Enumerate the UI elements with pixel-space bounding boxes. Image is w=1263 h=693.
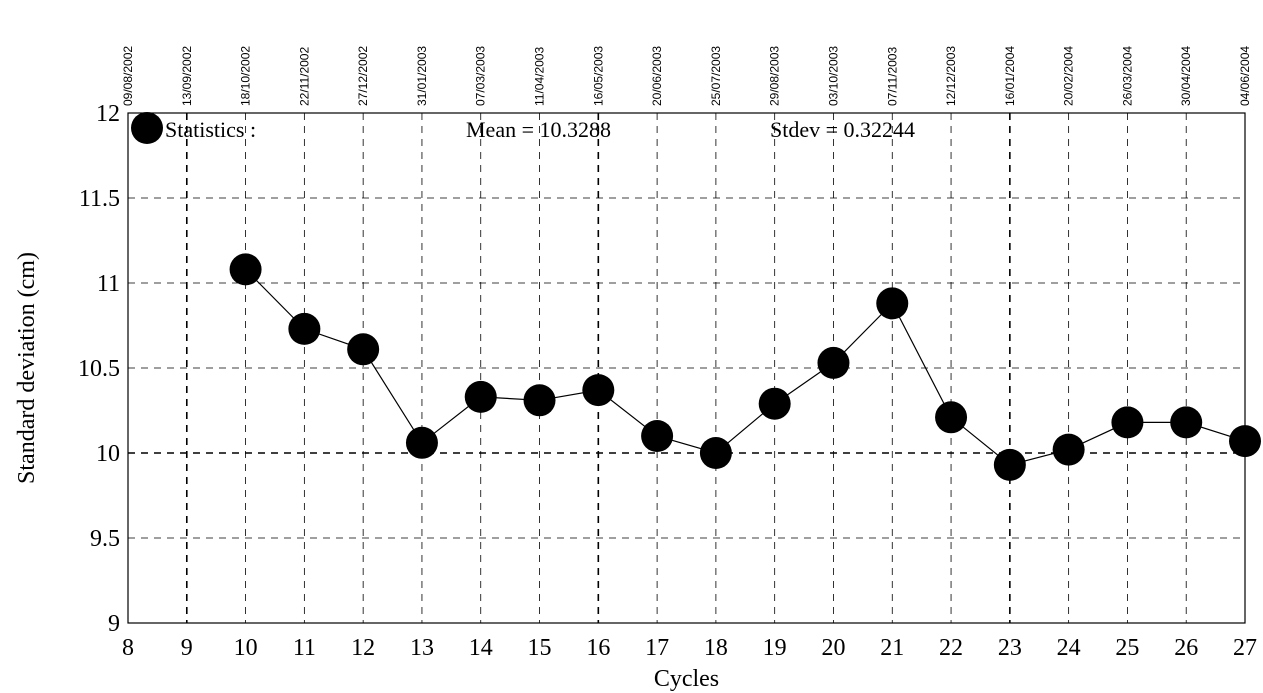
date-tick-label: 26/03/2004 <box>1120 46 1134 106</box>
date-tick-label: 16/01/2004 <box>1003 46 1017 106</box>
date-tick-label: 09/08/2002 <box>121 46 135 106</box>
y-tick-label: 11.5 <box>79 186 120 212</box>
date-tick-label: 07/11/2003 <box>885 47 899 106</box>
x-tick-label: 21 <box>880 635 904 661</box>
statistics-legend: Statistics : Mean = 10.3288 Stdev = 0.32… <box>131 112 915 144</box>
date-tick-label: 13/09/2002 <box>180 46 194 106</box>
date-tick-label: 22/11/2002 <box>297 47 311 106</box>
data-point <box>1170 406 1203 439</box>
y-tick-label: 9.5 <box>90 526 120 552</box>
y-tick-label: 10.5 <box>78 356 120 382</box>
x-tick-label: 12 <box>351 635 375 661</box>
x-tick-label: 17 <box>645 635 669 661</box>
date-tick-label: 03/10/2003 <box>826 46 840 106</box>
x-axis-title: Cycles <box>654 666 719 692</box>
date-tick-label: 04/06/2004 <box>1238 46 1252 106</box>
y-axis-title: Standard deviation (cm) <box>14 252 40 484</box>
date-tick-label: 30/04/2004 <box>1179 46 1193 106</box>
data-point <box>582 374 615 407</box>
data-point <box>993 448 1026 481</box>
date-tick-label: 12/12/2003 <box>944 46 958 106</box>
date-tick-label: 16/05/2003 <box>591 46 605 106</box>
data-point <box>523 384 556 417</box>
data-point <box>699 437 732 469</box>
stdev-value: Stdev = 0.32244 <box>770 117 915 142</box>
x-tick-label: 26 <box>1174 635 1198 661</box>
date-tick-label: 07/03/2003 <box>474 46 488 106</box>
y-tick-label: 10 <box>96 441 120 467</box>
date-tick-label: 25/07/2003 <box>709 46 723 106</box>
x-tick-label: 20 <box>821 635 845 661</box>
date-tick-label: 18/10/2002 <box>239 46 253 106</box>
data-point <box>817 346 850 379</box>
y-tick-labels: 9 9.5 10 10.5 11 11.5 12 <box>78 101 120 637</box>
plot-frame <box>127 112 1246 624</box>
x-tick-label: 24 <box>1057 635 1081 661</box>
x-tick-label: 16 <box>586 635 610 661</box>
y-tick-label: 12 <box>96 101 120 127</box>
x-tick-label: 11 <box>293 635 316 661</box>
x-tick-label: 23 <box>998 635 1022 661</box>
series-line <box>245 268 1246 466</box>
data-point <box>758 387 791 420</box>
date-tick-label: 20/02/2004 <box>1062 46 1076 106</box>
x-tick-label: 27 <box>1233 635 1257 661</box>
data-point <box>1111 406 1144 439</box>
data-point <box>641 420 674 452</box>
data-point <box>464 380 497 413</box>
top-date-labels: 09/08/2002 13/09/2002 18/10/2002 22/11/2002… <box>121 46 1252 106</box>
data-point <box>876 287 909 320</box>
x-tick-label: 19 <box>763 635 787 661</box>
date-tick-label: 11/04/2003 <box>533 47 547 106</box>
mean-value: Mean = 10.3288 <box>466 117 611 142</box>
x-tick-label: 13 <box>410 635 434 661</box>
y-tick-label: 11 <box>97 271 120 297</box>
data-series <box>229 253 1261 481</box>
x-tick-label: 10 <box>234 635 258 661</box>
grid-lines <box>128 113 1245 623</box>
x-tick-label: 22 <box>939 635 963 661</box>
legend-marker <box>131 112 163 144</box>
data-point <box>229 253 262 286</box>
date-tick-label: 20/06/2003 <box>650 46 664 106</box>
x-tick-labels: 8 9 10 11 12 13 14 15 16 17 18 19 20 21 22 23 24 25 26 27 <box>122 635 1257 661</box>
x-tick-label: 9 <box>181 635 193 661</box>
y-tick-label: 9 <box>108 611 120 637</box>
x-tick-label: 15 <box>528 635 552 661</box>
date-tick-label: 27/12/2002 <box>356 46 370 106</box>
x-tick-label: 18 <box>704 635 728 661</box>
date-tick-label: 31/01/2003 <box>415 46 429 106</box>
x-tick-label: 25 <box>1115 635 1139 661</box>
data-point <box>405 426 438 459</box>
legend-label: Statistics : <box>165 117 256 142</box>
data-point <box>1052 433 1085 466</box>
data-point <box>935 401 968 434</box>
date-tick-label: 29/08/2003 <box>768 46 782 106</box>
data-point <box>347 333 380 366</box>
x-tick-label: 14 <box>469 635 493 661</box>
data-point <box>288 312 321 345</box>
x-tick-label: 8 <box>122 635 134 661</box>
